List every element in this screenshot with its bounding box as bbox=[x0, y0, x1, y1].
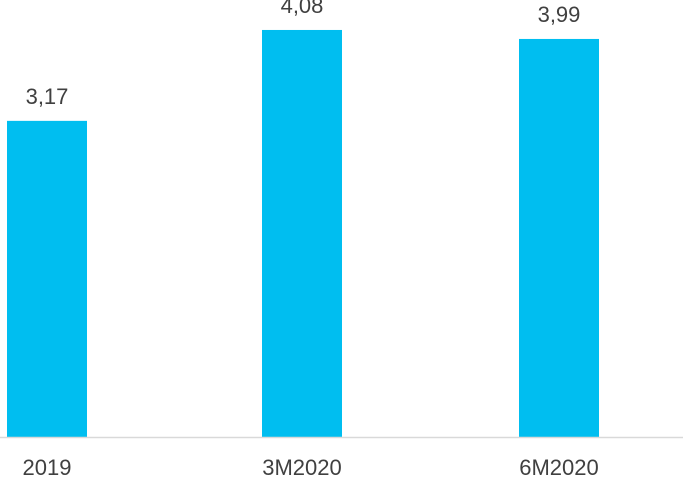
x-tick-label-2019: 2019 bbox=[23, 455, 72, 480]
bar-6m2020 bbox=[519, 38, 599, 438]
x-tick-label-6m2020: 6M2020 bbox=[519, 455, 599, 480]
x-tick-labels-layer: 2019 3M2020 6M2020 bbox=[23, 455, 599, 480]
data-label-2019: 3,17 bbox=[26, 84, 69, 109]
bars-layer bbox=[7, 29, 599, 438]
data-labels-layer: 3,17 4,08 3,99 bbox=[26, 0, 581, 109]
bar-3m2020 bbox=[262, 29, 342, 438]
bar-2019 bbox=[7, 120, 87, 438]
data-label-6m2020: 3,99 bbox=[538, 2, 581, 27]
data-label-3m2020: 4,08 bbox=[281, 0, 324, 18]
x-tick-label-3m2020: 3M2020 bbox=[262, 455, 342, 480]
